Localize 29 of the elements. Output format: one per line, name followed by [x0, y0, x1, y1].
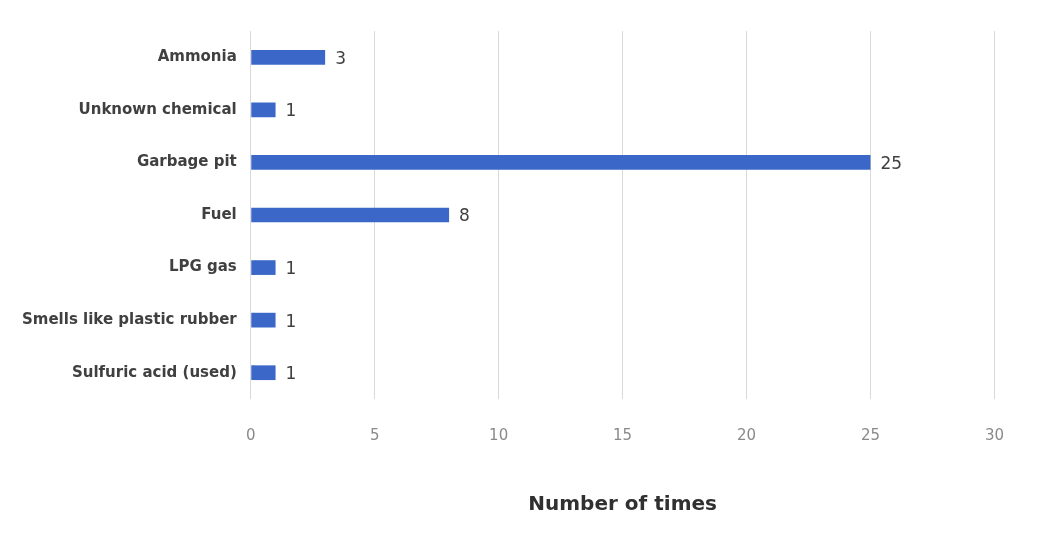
y-tick-label: Garbage pit: [136, 152, 237, 171]
x-tick-label: 5: [369, 425, 380, 444]
bar: [251, 312, 276, 328]
y-tick-label: Unknown chemical: [78, 99, 237, 118]
bar: [251, 102, 276, 118]
x-tick-label: 15: [613, 425, 633, 444]
y-tick-label: Sulfuric acid (used): [71, 362, 237, 381]
y-tick-label: Fuel: [201, 204, 237, 223]
data-label: 25: [880, 152, 903, 173]
bar: [251, 365, 276, 381]
bar: [251, 49, 326, 65]
data-label: 1: [285, 257, 297, 278]
x-tick-label: 20: [737, 425, 757, 444]
y-tick-label: LPG gas: [168, 257, 237, 276]
x-tick-label: 30: [984, 425, 1004, 444]
x-tick-label: 0: [245, 425, 256, 444]
data-label: 1: [285, 310, 297, 331]
data-label: 3: [335, 47, 346, 68]
x-tick-label: 10: [489, 425, 509, 444]
y-tick-label: Ammonia: [157, 47, 237, 66]
y-tick-label: Smells like plastic rubber: [21, 310, 238, 329]
bar: [251, 207, 450, 223]
data-label: 1: [285, 100, 297, 121]
bar: [251, 155, 871, 170]
data-label: 8: [459, 205, 470, 226]
data-label: 1: [285, 363, 297, 384]
x-axis-title: Number of times: [528, 491, 717, 516]
x-tick-label: 25: [860, 425, 881, 444]
bar: [251, 260, 276, 275]
